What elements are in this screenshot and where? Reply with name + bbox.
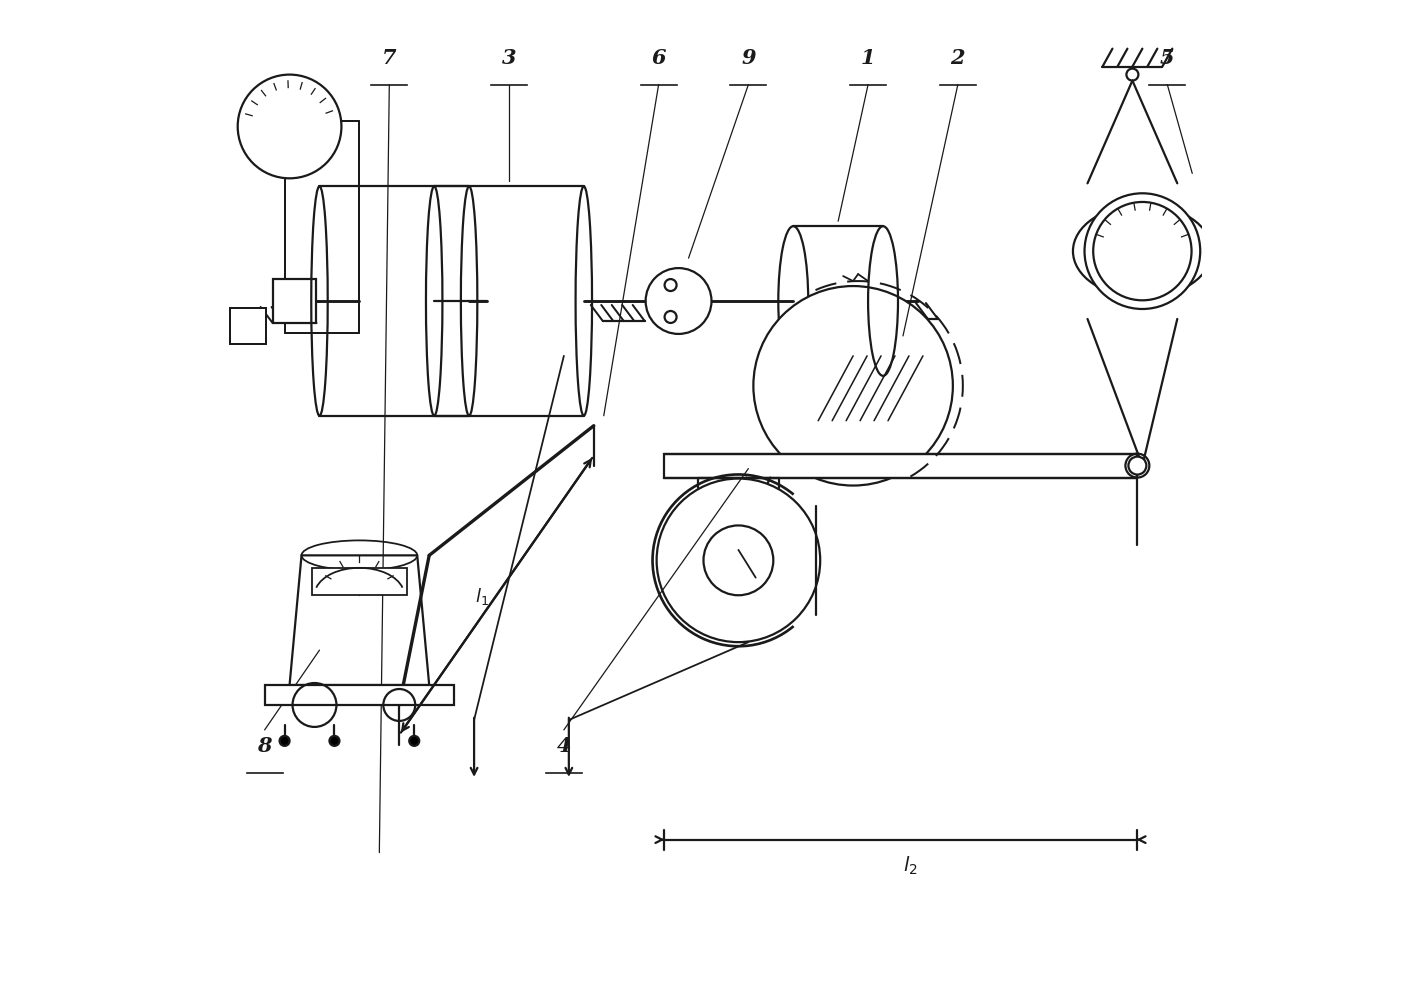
- Text: 4: 4: [557, 735, 571, 756]
- Bar: [664, 454, 1137, 478]
- Polygon shape: [290, 556, 429, 685]
- Text: 1: 1: [861, 47, 875, 67]
- Text: 7: 7: [383, 47, 397, 67]
- Circle shape: [329, 736, 339, 746]
- Text: 8: 8: [257, 735, 272, 756]
- Circle shape: [238, 75, 342, 179]
- Circle shape: [646, 269, 712, 335]
- Circle shape: [1085, 194, 1200, 310]
- Circle shape: [1128, 457, 1147, 475]
- Bar: [273, 280, 317, 324]
- Ellipse shape: [778, 227, 808, 377]
- Circle shape: [657, 479, 820, 642]
- Text: 5: 5: [1159, 47, 1175, 67]
- Ellipse shape: [1074, 205, 1211, 299]
- Circle shape: [753, 287, 953, 486]
- Circle shape: [280, 736, 290, 746]
- Ellipse shape: [426, 187, 442, 416]
- Text: $l_2$: $l_2$: [903, 854, 917, 876]
- Bar: [229, 309, 266, 345]
- Circle shape: [409, 736, 419, 746]
- Text: 6: 6: [651, 47, 666, 67]
- Polygon shape: [311, 569, 407, 595]
- Bar: [265, 685, 454, 705]
- Text: 3: 3: [502, 47, 516, 67]
- Text: 9: 9: [741, 47, 756, 67]
- Text: 2: 2: [951, 47, 965, 67]
- Text: $l_1$: $l_1$: [474, 585, 488, 606]
- Ellipse shape: [461, 187, 477, 416]
